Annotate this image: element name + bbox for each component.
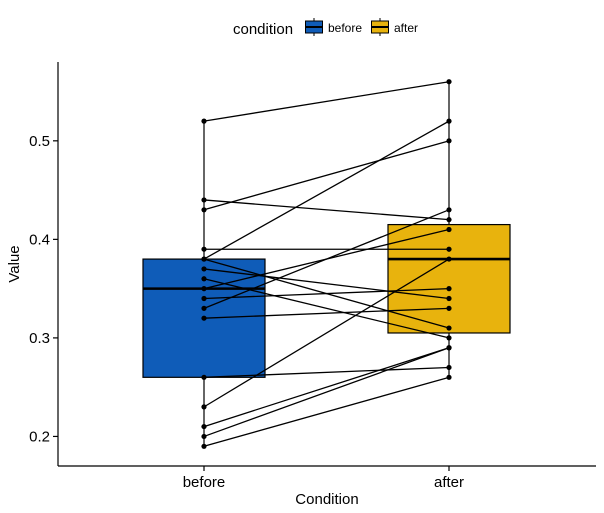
x-ticks: before after: [183, 466, 464, 491]
pair-line: [203, 209, 450, 309]
pair-line: [203, 258, 450, 408]
y-tick-label: 0.3: [29, 330, 50, 347]
pair-line: [203, 140, 450, 211]
pair-line: [203, 268, 450, 300]
y-tick-label: 0.4: [29, 231, 50, 248]
pair-line: [203, 81, 450, 122]
point-after: [446, 295, 452, 302]
x-tick-label-before: before: [183, 474, 226, 491]
y-tick-label: 0.5: [29, 133, 50, 150]
point-after: [446, 246, 452, 252]
pair-line: [203, 199, 450, 221]
x-tick-label-after: after: [434, 474, 464, 491]
point-after: [446, 226, 452, 233]
point-after: [446, 286, 452, 292]
y-tick-label: 0.2: [29, 428, 50, 445]
pair-line: [203, 278, 450, 339]
legend-entry-before: before: [305, 18, 362, 36]
box-after: [387, 81, 511, 378]
point-before: [201, 305, 207, 311]
box-before: [142, 121, 266, 447]
pair-line: [203, 376, 450, 447]
point-after: [446, 374, 452, 380]
legend-title: condition: [233, 21, 293, 38]
legend-label-after: after: [394, 21, 418, 35]
point-after: [446, 305, 452, 311]
box-body: [387, 223, 511, 334]
point-after: [446, 79, 452, 85]
legend-entry-after: after: [371, 18, 418, 36]
point-before: [201, 315, 207, 321]
y-ticks: 0.2 0.3 0.4 0.5: [29, 133, 58, 445]
point-before: [201, 207, 207, 213]
point-after: [446, 325, 452, 331]
point-before: [201, 295, 207, 302]
point-before: [201, 286, 207, 292]
pair-line: [203, 120, 450, 260]
legend-label-before: before: [328, 21, 362, 35]
pair-line: [203, 366, 450, 378]
point-before: [201, 118, 207, 124]
point-before: [201, 423, 207, 430]
point-after: [446, 345, 452, 351]
point-before: [201, 266, 207, 272]
point-after: [446, 217, 452, 223]
point-before: [201, 374, 207, 380]
point-before: [201, 433, 207, 440]
point-after: [446, 256, 452, 262]
point-before: [201, 246, 207, 252]
pair-lines: [203, 81, 450, 447]
pair-line: [203, 347, 450, 438]
point-before: [201, 256, 207, 262]
pair-line: [203, 307, 450, 319]
points: [201, 79, 452, 449]
point-after: [446, 335, 452, 341]
pair-line: [203, 347, 450, 428]
point-before: [201, 404, 207, 410]
y-axis-title: Value: [6, 245, 23, 282]
point-before: [201, 197, 207, 203]
point-before: [201, 443, 207, 449]
legend: condition before after: [233, 18, 418, 38]
point-before: [201, 276, 207, 282]
point-after: [446, 207, 452, 213]
pair-line: [203, 287, 450, 300]
point-after: [446, 138, 452, 144]
point-after: [446, 364, 452, 371]
x-axis-title: Condition: [295, 491, 358, 508]
point-after: [446, 118, 452, 124]
